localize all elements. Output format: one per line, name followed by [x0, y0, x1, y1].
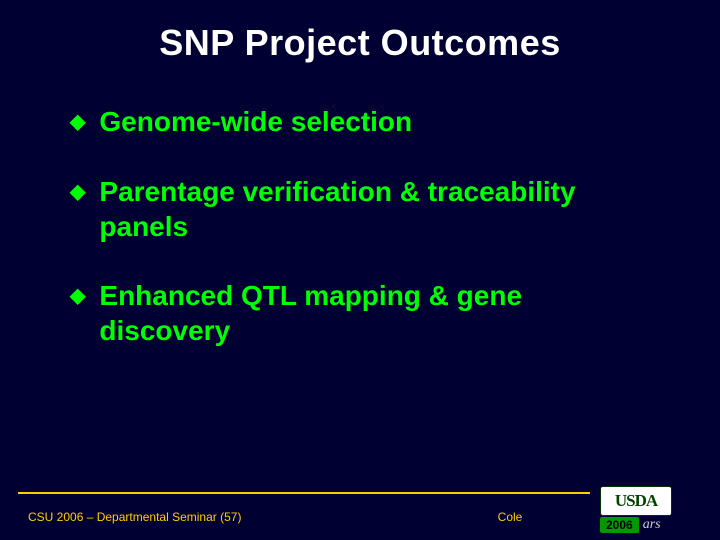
ars-text: ars — [643, 517, 661, 533]
footer-divider — [18, 492, 590, 494]
bullet-text: Enhanced QTL mapping & gene discovery — [99, 278, 660, 348]
usda-logo-icon: USDA — [600, 486, 672, 516]
list-item: ◆ Genome-wide selection — [70, 104, 660, 140]
bullet-text: Parentage verification & traceability pa… — [99, 174, 660, 244]
list-item: ◆ Enhanced QTL mapping & gene discovery — [70, 278, 660, 348]
slide: SNP Project Outcomes ◆ Genome-wide selec… — [0, 0, 720, 540]
slide-footer: CSU 2006 – Departmental Seminar (57) Col… — [0, 484, 720, 540]
bullet-list: ◆ Genome-wide selection ◆ Parentage veri… — [0, 74, 720, 348]
bullet-icon: ◆ — [70, 278, 85, 314]
year-badge: 2006 — [600, 517, 639, 533]
bullet-text: Genome-wide selection — [99, 104, 660, 139]
bullet-icon: ◆ — [70, 174, 85, 210]
list-item: ◆ Parentage verification & traceability … — [70, 174, 660, 244]
logo-subrow: 2006 ars — [600, 517, 710, 533]
slide-title: SNP Project Outcomes — [0, 0, 720, 74]
logo-area: USDA 2006 ars — [600, 486, 710, 534]
bullet-icon: ◆ — [70, 104, 85, 140]
